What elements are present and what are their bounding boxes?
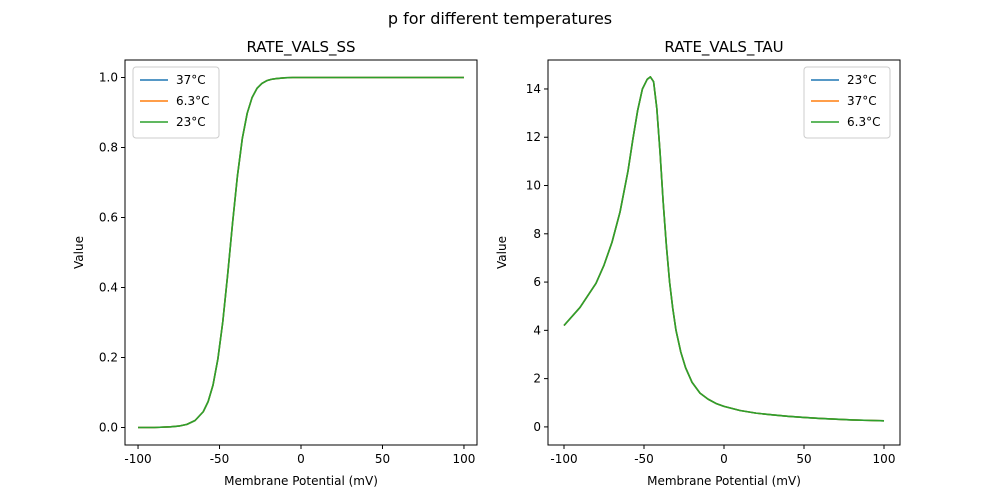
y-tick-label: 12 (526, 130, 541, 144)
y-tick-label: 10 (526, 179, 541, 193)
plot-area (138, 76, 464, 429)
x-tick-label: 100 (453, 452, 476, 466)
plot-area (563, 76, 885, 422)
x-tick-label: -50 (634, 452, 654, 466)
y-tick-label: 0.8 (99, 141, 118, 155)
y-tick-label: 14 (526, 82, 541, 96)
legend-entry: 23°C (847, 73, 877, 87)
x-axis-label: Membrane Potential (mV) (224, 474, 378, 488)
legend-entry: 6.3°C (847, 115, 880, 129)
chart-title: RATE_VALS_TAU (664, 38, 783, 57)
x-tick-label: 0 (720, 452, 728, 466)
x-tick-label: -100 (124, 452, 151, 466)
y-tick-label: 0 (533, 420, 541, 434)
x-tick-label: 100 (873, 452, 896, 466)
chart-title: RATE_VALS_SS (246, 38, 355, 57)
y-tick-label: 0.6 (99, 211, 118, 225)
x-axis-label: Membrane Potential (mV) (647, 474, 801, 488)
chart-ss: RATE_VALS_SS -100 -50 0 50 100 0.0 0.2 0.4 0.6 0.8… (72, 38, 478, 488)
legend-box (803, 66, 891, 139)
x-tick-label: -100 (550, 452, 577, 466)
y-tick-label: 0.4 (99, 281, 118, 295)
y-tick-label: 0.2 (99, 351, 118, 365)
legend-entry: 37°C (176, 73, 206, 87)
chart-tau: RATE_VALS_TAU -100 -50 0 50 100 0 2 4 6 8 10 12 14 Mem… (495, 38, 901, 488)
x-tick-label: -50 (210, 452, 230, 466)
figure-suptitle: p for different temperatures (388, 9, 612, 28)
y-tick-label: 1.0 (99, 71, 118, 85)
y-axis-label: Value (495, 236, 509, 269)
x-tick-label: 50 (796, 452, 811, 466)
series-line-2 (563, 76, 885, 422)
y-tick-label: 8 (533, 227, 541, 241)
x-tick-label: 50 (375, 452, 390, 466)
legend: 23°C 37°C 6.3°C (803, 66, 891, 139)
y-tick-label: 2 (533, 372, 541, 386)
y-tick-label: 4 (533, 323, 541, 337)
y-tick-label: 0.0 (99, 421, 118, 435)
legend-entry: 6.3°C (176, 94, 209, 108)
y-axis-label: Value (72, 236, 86, 269)
series-line-2 (138, 76, 464, 429)
legend-box (132, 66, 220, 139)
y-tick-label: 6 (533, 275, 541, 289)
legend-entry: 23°C (176, 115, 206, 129)
legend: 37°C 6.3°C 23°C (132, 66, 220, 139)
x-tick-label: 0 (297, 452, 305, 466)
legend-entry: 37°C (847, 94, 877, 108)
